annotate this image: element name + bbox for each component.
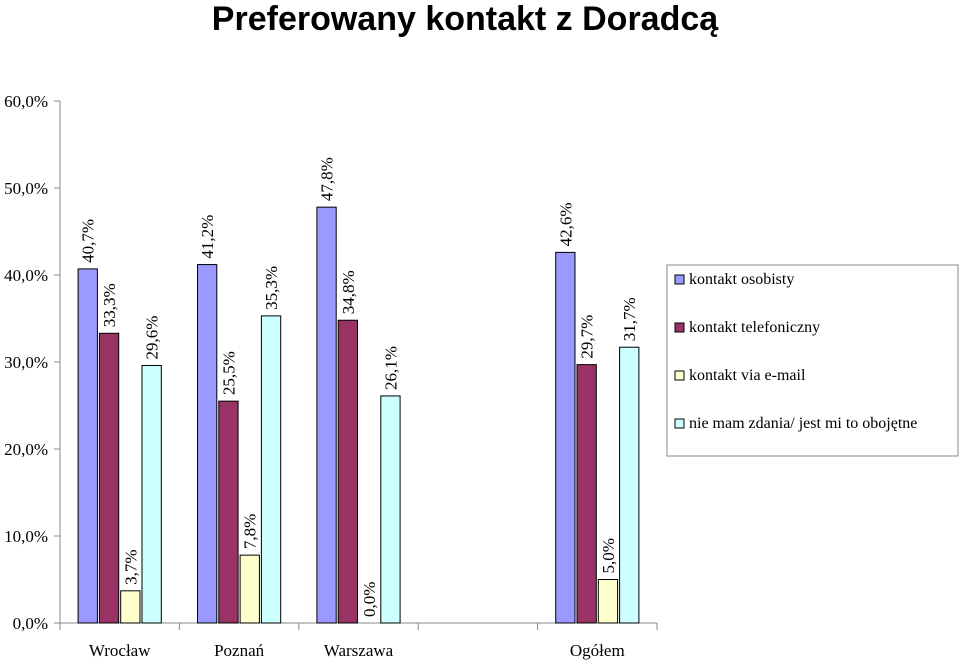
data-label: 31,7% (620, 297, 639, 341)
data-label: 29,6% (143, 316, 162, 360)
chart-title: Preferowany kontakt z Doradcą (212, 0, 719, 38)
bar (77, 268, 98, 624)
bar (98, 332, 120, 624)
data-label: 41,2% (198, 215, 217, 259)
category-label: Wrocław (89, 641, 151, 660)
y-tick-label: 10,0% (4, 527, 48, 546)
bar (141, 364, 162, 624)
data-label: 35,3% (262, 266, 281, 310)
legend-swatch (674, 322, 685, 333)
legend-swatch (674, 274, 685, 285)
category-label: Warszawa (324, 641, 394, 660)
data-label: 26,1% (381, 346, 400, 390)
y-tick-label: 30,0% (4, 353, 48, 372)
data-label: 25,5% (219, 351, 238, 395)
data-label: 3,7% (121, 549, 140, 584)
bar (120, 590, 141, 624)
data-label: 7,8% (241, 514, 260, 549)
data-label: 0,0% (360, 582, 379, 617)
data-label: 47,8% (318, 157, 337, 201)
legend-label: kontakt osobisty (689, 271, 794, 288)
legend-label: nie mam zdania/ jest mi to obojętne (689, 415, 917, 432)
bar (239, 554, 260, 624)
data-labels: 40,7% 33,3% 3,7% 29,6% 41,2% 25,5% 7,8% 35,3% 47… (79, 157, 640, 617)
bar (619, 346, 640, 624)
legend-label: kontakt via e-mail (689, 367, 806, 384)
data-label: 34,8% (339, 270, 358, 314)
y-tick-label: 40,0% (4, 266, 48, 285)
legend: kontakt osobisty kontakt telefoniczny kont… (666, 264, 959, 457)
category-label: Poznań (214, 641, 265, 660)
legend-box (666, 264, 959, 457)
data-label: 29,7% (578, 315, 597, 359)
bar (260, 315, 282, 624)
data-label: 33,3% (100, 283, 119, 327)
category-label: Ogółem (570, 641, 625, 660)
legend-swatch (674, 370, 685, 381)
bar (197, 264, 218, 624)
legend-swatch (674, 418, 685, 429)
legend-label: kontakt telefoniczny (689, 319, 820, 336)
y-tick-label: 20,0% (4, 440, 48, 459)
axes: 0,0% 10,0% 20,0% 30,0% 40,0% 50,0% 60,0% (4, 92, 658, 633)
bar (576, 364, 597, 624)
bar (337, 319, 359, 624)
bar (380, 395, 401, 624)
y-tick-label: 60,0% (4, 92, 48, 111)
bar (218, 400, 239, 624)
bar (597, 579, 619, 624)
bar (555, 251, 576, 624)
y-tick-label: 0,0% (13, 614, 48, 633)
data-label: 42,6% (556, 202, 575, 246)
data-label: 40,7% (79, 219, 98, 263)
category-labels: Wrocław Poznań Warszawa Ogółem (89, 641, 625, 660)
y-tick-label: 50,0% (4, 179, 48, 198)
data-label: 5,0% (599, 538, 618, 573)
bar (316, 206, 337, 624)
bars (77, 206, 640, 624)
